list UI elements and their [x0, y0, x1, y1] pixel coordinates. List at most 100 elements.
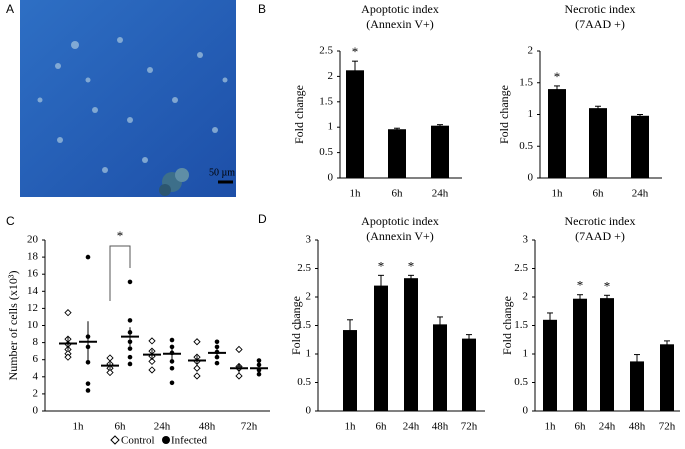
bar [433, 324, 447, 411]
control-point [64, 353, 72, 361]
x-tick-label: 48h [629, 421, 646, 433]
y-tick-label: 12 [27, 302, 38, 314]
legend-label: Control [121, 435, 155, 447]
chart-title: Necrotic index [565, 2, 636, 16]
y-tick-label: 20 [27, 234, 39, 246]
x-tick-label: 1h [73, 421, 85, 433]
y-axis-label: Number of cells (x10³) [6, 271, 20, 381]
control-point [235, 372, 243, 380]
infected-point [127, 346, 133, 351]
bar [388, 129, 406, 178]
bar [404, 278, 418, 411]
infected-point [127, 318, 133, 323]
significance-marker: * [378, 258, 385, 273]
x-tick-label: 48h [199, 421, 216, 433]
control-point [64, 309, 72, 317]
x-tick-label: 24h [432, 188, 449, 200]
infected-point [256, 371, 262, 377]
significance-marker: * [352, 44, 359, 59]
y-axis-label: Fold change [289, 296, 303, 355]
chart-subtitle: (Annexin V+) [366, 229, 434, 243]
x-tick-label: 6h [593, 188, 605, 200]
x-tick-label: 24h [632, 188, 649, 200]
x-tick-label: 1h [345, 421, 357, 433]
infected-point [127, 361, 133, 367]
y-tick-label: 4 [33, 370, 39, 382]
y-tick-label: 3 [306, 234, 312, 246]
bar [660, 344, 674, 411]
x-tick-label: 72h [659, 421, 676, 433]
chart-title: Apoptotic index [361, 2, 439, 16]
y-tick-label: 1 [528, 108, 534, 120]
y-tick-label: 1.5 [297, 319, 311, 331]
control-point [193, 338, 201, 346]
control-point [148, 337, 156, 345]
infected-point [169, 365, 175, 371]
y-tick-label: 16 [27, 268, 39, 280]
chart-title: Necrotic index [565, 214, 636, 228]
y-tick-label: 0.5 [297, 376, 311, 388]
y-tick-label: 2 [328, 70, 334, 82]
chart-title: Apoptotic index [361, 214, 439, 228]
significance-marker: * [554, 69, 561, 84]
x-tick-label: 6h [392, 188, 404, 200]
y-tick-label: 0 [33, 405, 39, 417]
x-tick-label: 6h [376, 421, 388, 433]
y-tick-label: 2 [528, 45, 534, 57]
y-tick-label: 18 [27, 251, 39, 263]
x-tick-label: 1h [545, 421, 557, 433]
y-tick-label: 0 [528, 172, 534, 184]
legend: Control Infected [110, 435, 208, 447]
infected-point [214, 344, 220, 350]
y-axis-label: Fold change [500, 296, 514, 355]
significance-bracket [109, 245, 131, 301]
bar [600, 298, 614, 411]
y-tick-label: 1 [328, 121, 334, 133]
bar [548, 89, 566, 178]
significance-marker: * [408, 258, 415, 273]
infected-point [214, 339, 220, 345]
scale-bar-label: 50 µm [209, 167, 235, 178]
bar [374, 285, 388, 411]
panel-letter: A [6, 2, 14, 16]
chart: 0 0.5 1 1.5 2 2.5 3 Necrotic index(7AAD +) Fold … [500, 214, 680, 433]
x-tick-label: 6h [575, 421, 587, 433]
y-axis-label: Fold change [292, 85, 306, 144]
control-point [193, 364, 201, 372]
y-tick-label: 0 [328, 172, 334, 184]
chart: 0 0.5 1 1.5 2 Necrotic index(7AAD +) Fold chan… [497, 2, 662, 200]
infected-point [85, 254, 91, 260]
y-tick-label: 8 [33, 336, 39, 348]
legend-label: Infected [171, 435, 208, 447]
bar [630, 361, 644, 411]
y-tick-label: 1.5 [514, 319, 528, 331]
chart: 0 0.5 1 1.5 2 2.5 Apoptotic index(Annexin V+) F… [292, 2, 462, 200]
x-tick-label: 72h [461, 421, 478, 433]
y-tick-label: 14 [27, 285, 39, 297]
infected-point [85, 381, 91, 386]
control-point [235, 345, 243, 354]
image-background [20, 0, 236, 197]
chart-subtitle: (Annexin V+) [366, 17, 434, 31]
y-tick-label: 2.5 [297, 262, 311, 274]
control-point [106, 354, 114, 362]
chart: 0 0.5 1 1.5 2 2.5 3 Apoptotic index(Annexin V+)… [289, 214, 485, 433]
bar [431, 125, 449, 178]
y-tick-label: 0.5 [514, 376, 528, 388]
bar [462, 338, 476, 411]
y-tick-label: 1 [306, 348, 312, 360]
panel-letter: D [258, 212, 267, 226]
panel-letter: C [6, 214, 15, 228]
control-point [148, 366, 156, 374]
cells [37, 37, 228, 173]
infected-point [127, 279, 133, 285]
y-tick-label: 0 [306, 405, 312, 417]
y-tick-label: 1.5 [519, 76, 533, 88]
y-tick-label: 2 [33, 387, 39, 399]
control-point [148, 357, 156, 366]
legend-symbol [110, 435, 120, 445]
y-axis-label: Fold change [497, 85, 511, 144]
infected-point [169, 337, 175, 343]
